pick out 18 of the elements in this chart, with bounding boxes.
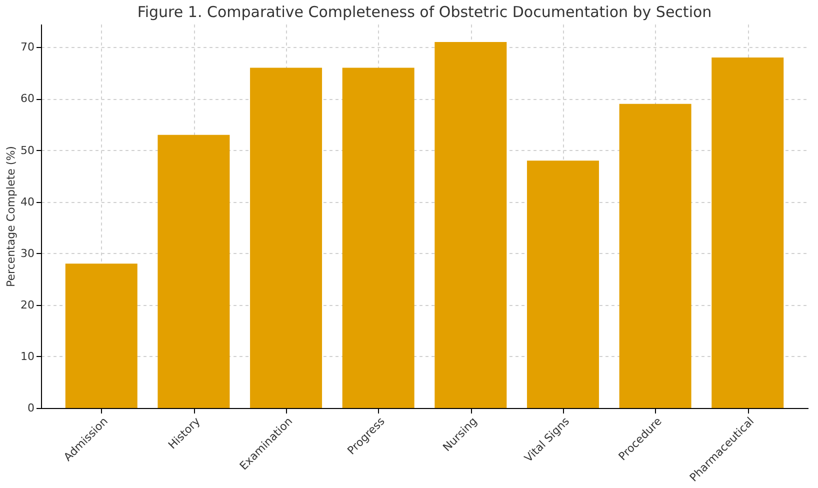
- bar: [434, 42, 507, 408]
- y-tick-label: 60: [20, 92, 34, 106]
- bar: [526, 160, 599, 408]
- bar: [250, 68, 322, 408]
- y-axis-title: Percentage Complete (%): [4, 146, 18, 287]
- y-tick-label: 30: [20, 246, 34, 260]
- chart-title: Figure 1. Comparative Completeness of Obstetric Documentation by Section: [137, 3, 712, 21]
- bar: [342, 68, 414, 408]
- y-tick-label: 50: [20, 144, 34, 157]
- bar: [65, 264, 138, 408]
- bar: [619, 104, 692, 408]
- y-tick-label: 0: [28, 402, 34, 414]
- bar: [712, 58, 784, 408]
- y-tick-label: 40: [20, 195, 34, 208]
- y-tick-label: 70: [20, 40, 34, 54]
- y-tick-label: 20: [20, 298, 34, 312]
- y-tick-label: 10: [20, 350, 34, 363]
- bar: [158, 134, 230, 408]
